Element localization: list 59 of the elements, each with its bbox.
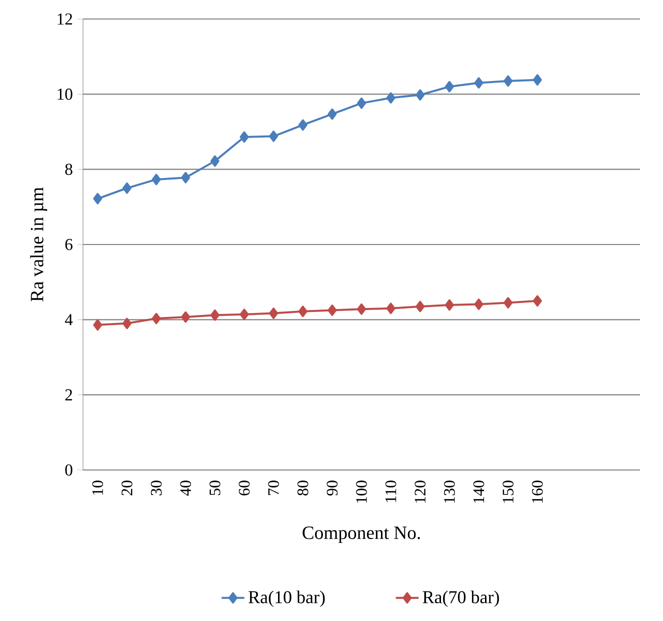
x-tick-label: 20: [122, 480, 132, 496]
point: [532, 295, 542, 307]
point: [386, 302, 396, 314]
point: [532, 74, 542, 86]
x-tick-label: 10: [92, 480, 104, 495]
x-tick-label: 140: [473, 480, 484, 503]
x-tick-label: 50: [210, 480, 220, 496]
point: [269, 308, 278, 319]
point: [328, 108, 337, 120]
point: [328, 304, 337, 316]
point: [474, 77, 484, 89]
x-tick-label: 90: [326, 480, 338, 496]
y-tick-label: 8: [65, 164, 72, 175]
y-tick-label: 2: [65, 389, 72, 400]
x-axis-title: Component No.: [302, 526, 420, 543]
x-tick-label: 80: [297, 480, 308, 496]
x-tick-label: 130: [444, 480, 455, 503]
x-tick-label: 30: [150, 480, 162, 496]
point: [504, 75, 513, 87]
x-tick-label: 60: [238, 480, 250, 496]
y-tick-label: 0: [65, 464, 72, 476]
x-tick-label: 110: [385, 480, 396, 502]
point: [269, 130, 278, 142]
point: [474, 298, 484, 310]
x-tick-label: 160: [532, 480, 543, 503]
y-tick-label: 6: [65, 238, 72, 250]
y-tick-label: 12: [58, 13, 72, 25]
point: [122, 182, 132, 194]
x-tick-label: 120: [414, 480, 426, 503]
point: [240, 131, 249, 143]
point: [181, 311, 190, 323]
point: [357, 303, 366, 315]
point: [152, 312, 161, 324]
point: [386, 92, 396, 104]
x-tick-label: 40: [180, 480, 191, 496]
x-tick-label: 100: [356, 480, 367, 503]
point: [357, 98, 366, 109]
y-tick-label: 10: [58, 88, 72, 100]
y-tick-label: 4: [64, 314, 73, 326]
point: [416, 89, 425, 101]
point: [181, 172, 190, 184]
point: [93, 319, 102, 331]
point: [210, 309, 220, 321]
point: [210, 155, 220, 167]
point: [504, 297, 513, 308]
point: [122, 318, 132, 330]
y-axis-title: Ra value in µm: [30, 187, 48, 302]
x-tick-label: 70: [268, 480, 279, 495]
point: [152, 174, 161, 186]
legend-label: Ra(10 bar): [248, 590, 325, 607]
point: [240, 308, 249, 320]
point: [444, 299, 454, 311]
x-tick-label: 150: [502, 480, 514, 503]
point: [416, 300, 425, 312]
point: [298, 119, 308, 131]
legend-label: Ra(70 bar): [422, 590, 499, 607]
point: [298, 306, 308, 318]
point: [93, 192, 102, 204]
point: [444, 80, 454, 92]
